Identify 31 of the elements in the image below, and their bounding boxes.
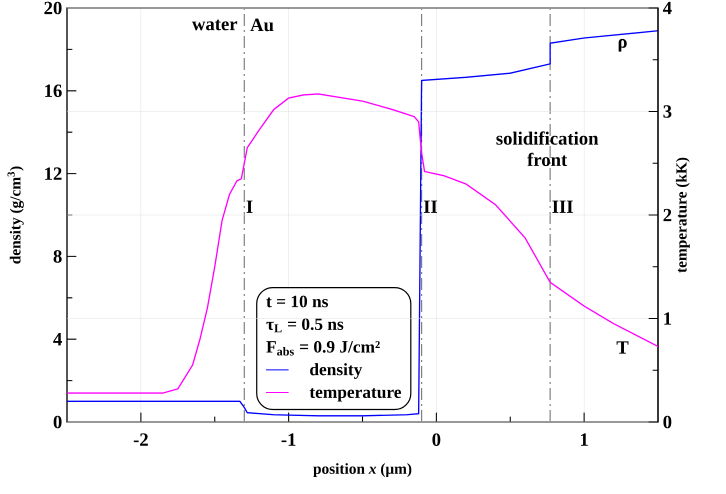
y-tick-label: 0	[54, 416, 62, 428]
y-tick-label: 12	[45, 167, 62, 180]
annotation: τ$_{L}$ = 0.5 ns	[266, 318, 344, 332]
y-tick-label: 8	[54, 250, 62, 263]
y-axis-title: density (g/cm$^{3}$)	[8, 166, 24, 264]
legend-label: temperature	[310, 388, 402, 402]
x-axis-title: position x (μm)	[313, 463, 412, 478]
y2-tick-label: 4	[662, 2, 672, 14]
y2-tick-label: 3	[663, 105, 672, 118]
annotation: F$_{abs}$ = 0.9 J/cm²	[266, 340, 380, 356]
y2-tick-label: 1	[664, 312, 672, 325]
annotation: water	[192, 20, 238, 30]
y2-tick-label: 0	[663, 416, 672, 428]
ref-line-label: III	[552, 200, 573, 213]
legend-label: density	[310, 363, 362, 379]
y2-axis-title: temperature (kK)	[676, 158, 690, 273]
annotation: T	[616, 341, 628, 354]
annotation: solidification front	[496, 131, 598, 166]
y-tick-label: 4	[53, 333, 62, 346]
annotation: t = 10 ns	[266, 296, 328, 308]
y-tick-label: 16	[45, 84, 62, 98]
annotation: ρ	[618, 38, 627, 52]
x-tick-label: -1	[282, 433, 296, 446]
x-tick-label: 1	[580, 433, 588, 446]
x-tick-label: -2	[134, 433, 148, 446]
ref-line-label: II	[424, 200, 438, 213]
x-tick-label: 0	[432, 433, 440, 446]
y-tick-label: 20	[44, 2, 62, 14]
y2-tick-label: 2	[663, 208, 672, 222]
ref-line-label: I	[246, 200, 253, 213]
annotation: Au	[250, 18, 274, 32]
